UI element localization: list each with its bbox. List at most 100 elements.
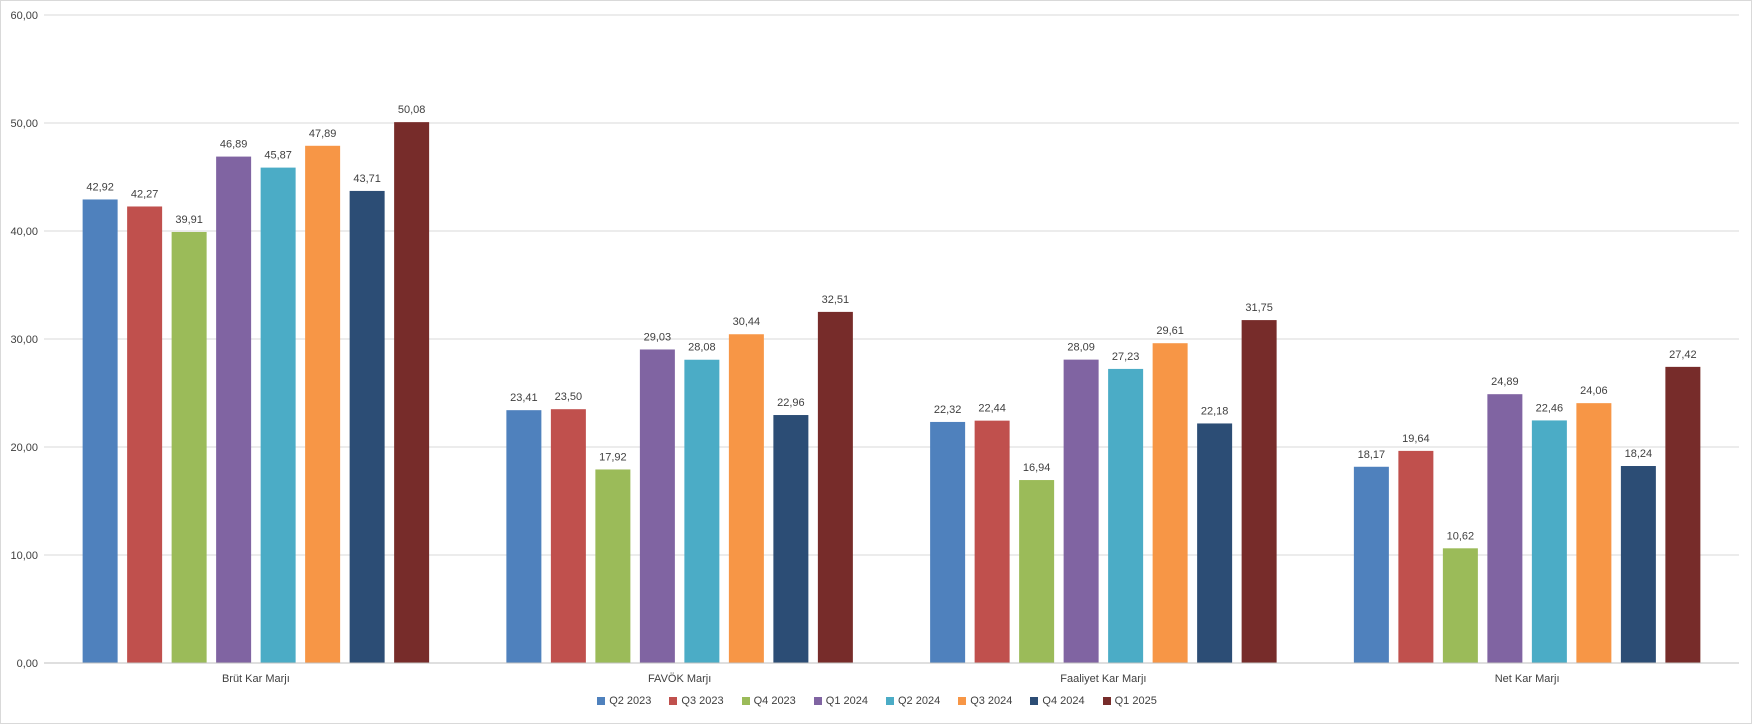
data-label: 29,03 [644, 331, 672, 343]
bar [1665, 366, 1701, 663]
legend-item: Q2 2024 [886, 695, 940, 707]
y-tick-label: 20,00 [10, 442, 38, 454]
data-label: 50,08 [398, 104, 426, 116]
data-label: 46,89 [220, 139, 248, 151]
legend-item: Q3 2024 [958, 695, 1012, 707]
bar [216, 156, 252, 663]
bar [1152, 343, 1188, 663]
legend-swatch [1102, 697, 1111, 705]
bar [305, 145, 341, 664]
data-label: 10,62 [1447, 530, 1475, 542]
bar [1353, 466, 1389, 663]
x-tick-label: Net Kar Marjı [1495, 673, 1560, 685]
data-label: 28,09 [1067, 342, 1095, 354]
bar [595, 469, 631, 663]
data-label: 42,27 [131, 188, 159, 200]
data-label: 18,24 [1625, 448, 1653, 460]
data-label: 27,23 [1112, 351, 1140, 363]
data-label: 29,61 [1156, 325, 1184, 337]
legend-swatch [669, 697, 678, 705]
y-tick-label: 0,00 [17, 658, 38, 670]
data-label: 22,96 [777, 397, 805, 409]
data-label: 18,17 [1358, 449, 1386, 461]
legend-swatch [1030, 697, 1039, 705]
data-label: 22,44 [978, 403, 1006, 415]
legend-label: Q2 2024 [898, 695, 941, 707]
data-label: 19,64 [1402, 433, 1430, 445]
chart-legend: Q2 2023 Q3 2023 Q4 2023 Q1 2024 Q2 2024 Q3 20… [1, 695, 1752, 707]
data-label: 24,06 [1580, 385, 1608, 397]
bar [1019, 480, 1055, 663]
bar [260, 167, 296, 663]
legend-item: Q4 2024 [1030, 695, 1085, 707]
data-label: 28,08 [688, 342, 716, 354]
data-label: 42,92 [86, 181, 114, 193]
data-label: 17,92 [599, 451, 627, 463]
legend-label: Q4 2024 [1042, 695, 1085, 707]
data-label: 47,89 [309, 128, 337, 140]
bar [349, 190, 385, 663]
bar [1063, 359, 1099, 663]
bar [1576, 403, 1612, 663]
legend-swatch [597, 697, 606, 705]
x-tick-label: Faaliyet Kar Marjı [1060, 673, 1146, 685]
data-label: 22,18 [1201, 405, 1229, 417]
bar [550, 409, 586, 663]
bar [817, 311, 853, 663]
legend-label: Q4 2023 [753, 695, 796, 707]
bar [394, 122, 430, 664]
bar [1241, 320, 1277, 663]
bar [639, 349, 675, 663]
x-tick-label: FAVÖK Marjı [648, 673, 711, 685]
data-label: 24,89 [1491, 376, 1519, 388]
data-label: 32,51 [822, 294, 850, 306]
y-tick-label: 40,00 [10, 226, 38, 238]
bar [1531, 420, 1567, 663]
data-label: 43,71 [353, 173, 381, 185]
bar [930, 421, 966, 663]
legend-label: Q3 2024 [970, 695, 1013, 707]
bar [728, 334, 764, 663]
bar [773, 415, 809, 663]
data-label: 23,50 [555, 391, 583, 403]
legend-item: Q1 2024 [813, 695, 868, 707]
legend-swatch [741, 697, 750, 705]
legend-item: Q4 2023 [741, 695, 796, 707]
data-label: 16,94 [1023, 462, 1051, 474]
data-label: 22,32 [934, 404, 962, 416]
legend-item: Q2 2023 [597, 695, 651, 707]
legend-item: Q1 2025 [1102, 695, 1157, 707]
data-label: 27,42 [1669, 349, 1697, 361]
bar [506, 410, 542, 663]
legend-label: Q3 2023 [681, 695, 724, 707]
data-label: 23,41 [510, 392, 538, 404]
legend-swatch [958, 697, 967, 705]
bar [1398, 450, 1434, 663]
bar [1197, 423, 1233, 663]
bar [974, 420, 1010, 663]
data-label: 22,46 [1536, 402, 1564, 414]
data-label: 45,87 [264, 150, 292, 162]
bar [82, 199, 118, 664]
bar [127, 206, 163, 663]
legend-item: Q3 2023 [669, 695, 724, 707]
legend-label: Q1 2025 [1114, 695, 1157, 707]
bar [171, 231, 207, 664]
bar [1442, 548, 1478, 663]
legend-label: Q2 2023 [609, 695, 652, 707]
legend-label: Q1 2024 [825, 695, 868, 707]
bar-chart: 0,00 10,00 20,00 30,00 40,00 50,00 60,00 42,92 4… [10, 10, 1739, 685]
bar [1487, 394, 1523, 663]
bar [684, 359, 720, 663]
y-tick-label: 50,00 [10, 118, 38, 130]
data-label: 30,44 [733, 316, 761, 328]
bar [1620, 466, 1656, 663]
y-tick-label: 30,00 [10, 334, 38, 346]
data-label: 39,91 [175, 214, 203, 226]
x-tick-label: Brüt Kar Marjı [222, 673, 290, 685]
legend-swatch [813, 697, 822, 705]
y-tick-label: 10,00 [10, 550, 38, 562]
bar [1108, 368, 1144, 663]
data-label: 31,75 [1245, 302, 1273, 314]
